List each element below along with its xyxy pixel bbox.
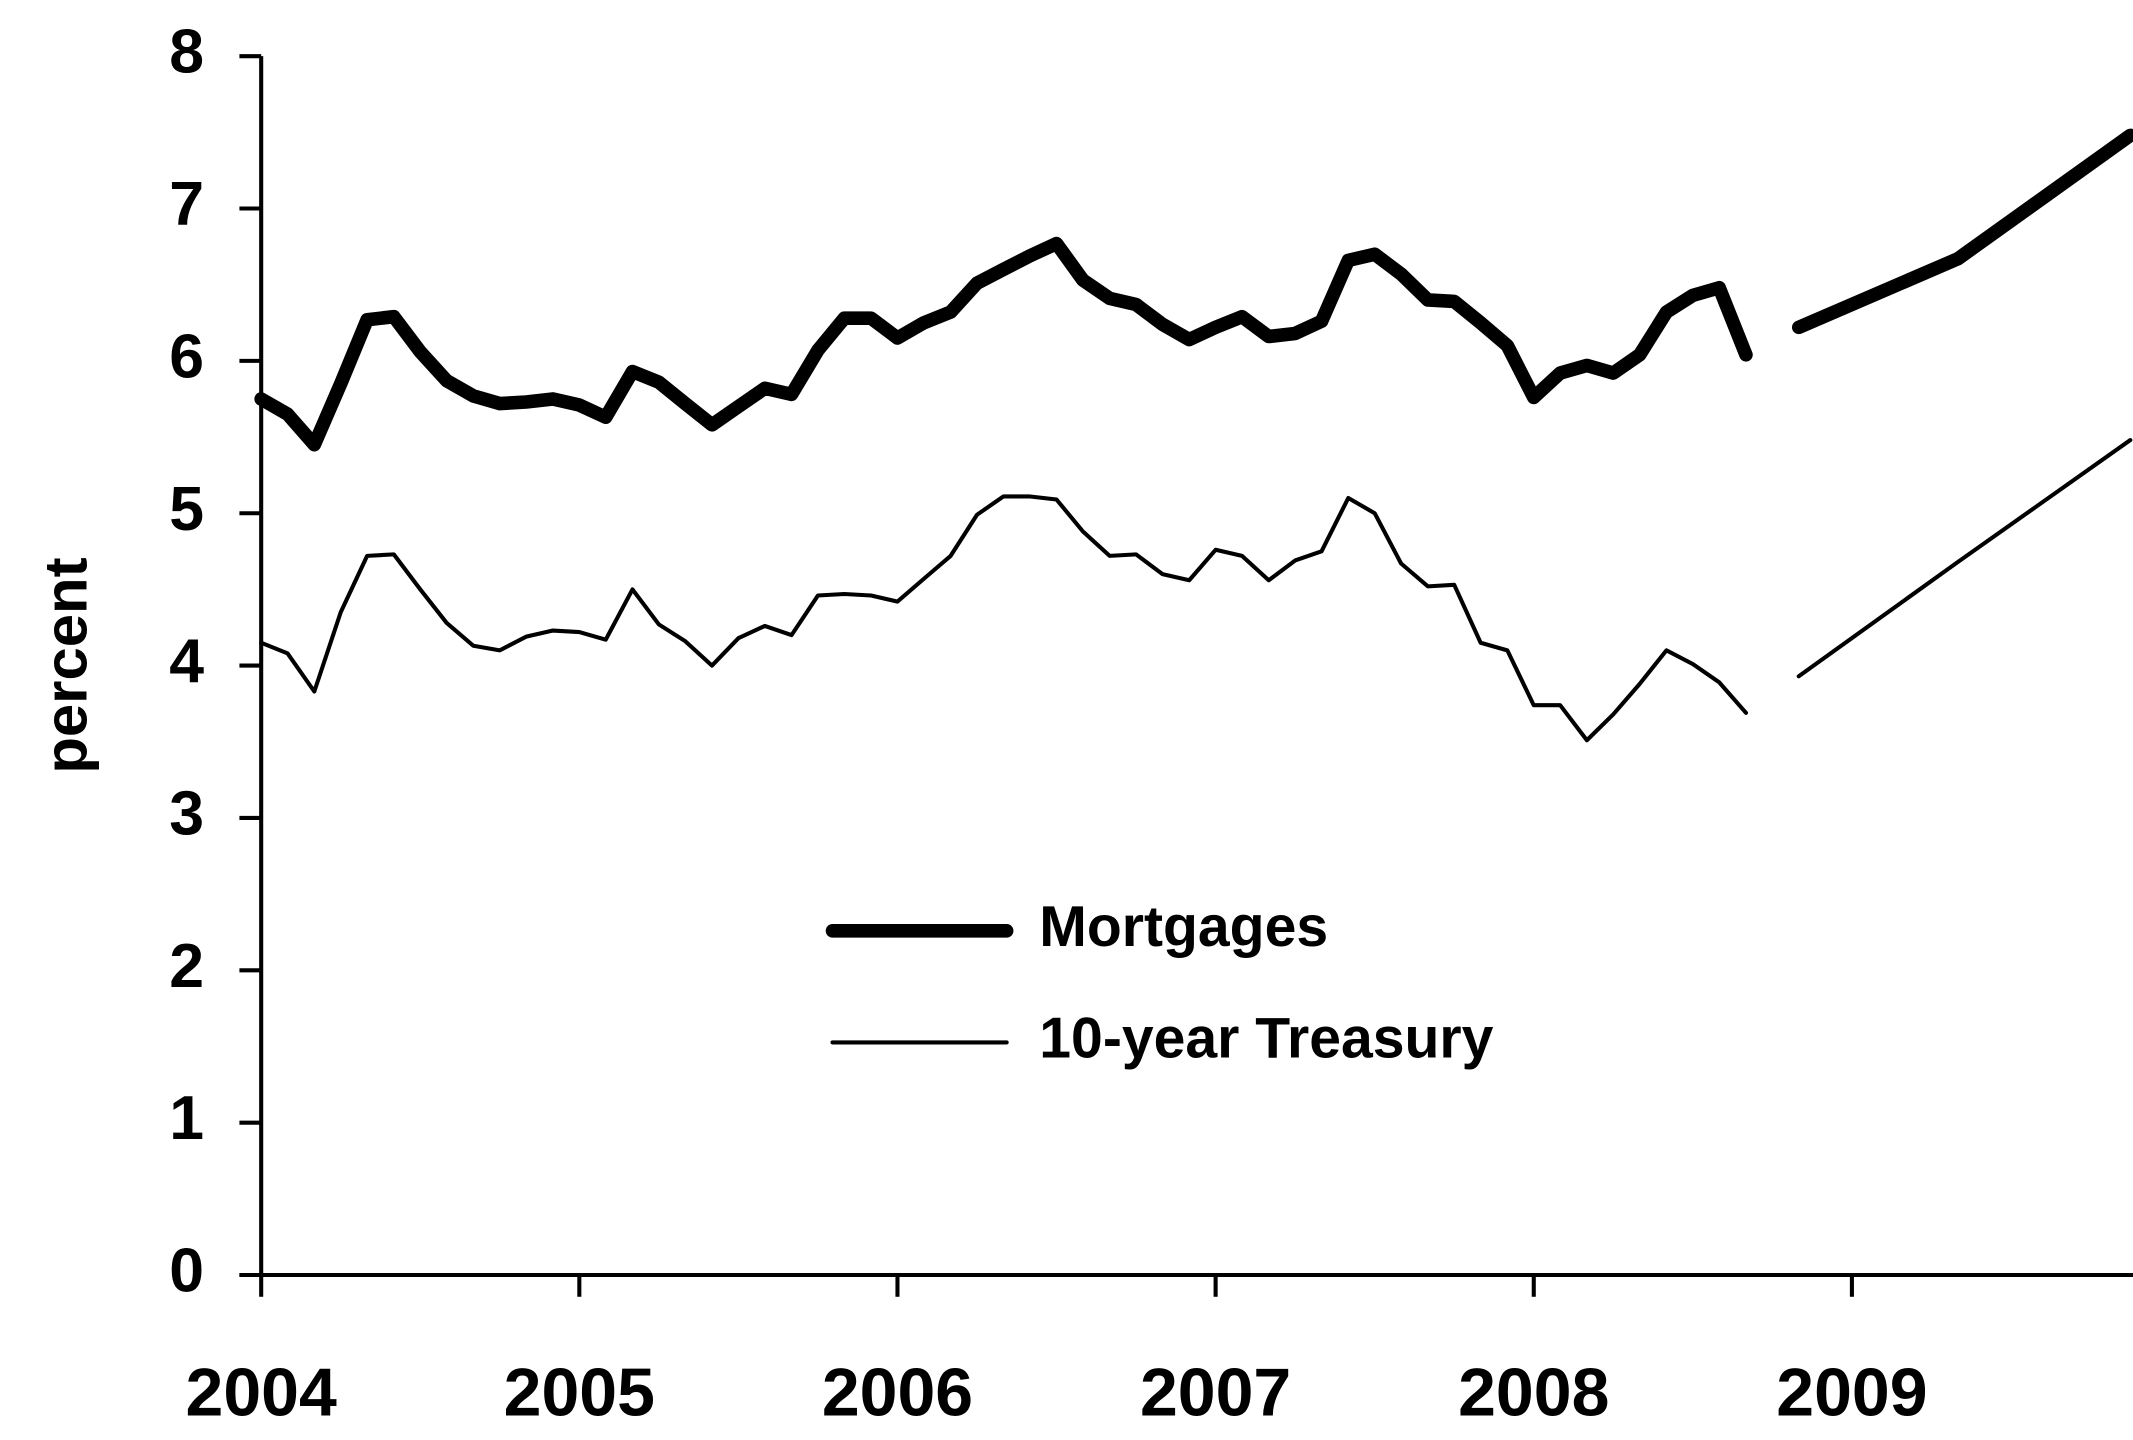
y-tick-label: 1 [169, 1083, 204, 1153]
x-tick-label: 2004 [186, 1354, 337, 1430]
x-tick-label: 2009 [1776, 1354, 1927, 1430]
y-axis-label: percent [33, 557, 100, 773]
y-tick-label: 0 [169, 1236, 204, 1306]
legend-label: 10-year Treasury [1039, 1006, 1493, 1070]
x-tick-label: 2005 [504, 1354, 655, 1430]
y-tick-label: 4 [169, 626, 204, 696]
y-tick-label: 2 [169, 931, 204, 1001]
y-tick-label: 5 [169, 474, 204, 544]
y-tick-label: 7 [169, 169, 204, 239]
y-tick-label: 6 [169, 321, 204, 391]
y-tick-label: 3 [169, 778, 204, 848]
x-tick-label: 2008 [1458, 1354, 1609, 1430]
x-tick-label: 2006 [822, 1354, 973, 1430]
line-series [254, 128, 2133, 452]
y-tick-label: 8 [169, 17, 204, 87]
line-series [259, 438, 2133, 743]
legend-label: Mortgages [1039, 895, 1328, 959]
x-tick-label: 2007 [1140, 1354, 1291, 1430]
